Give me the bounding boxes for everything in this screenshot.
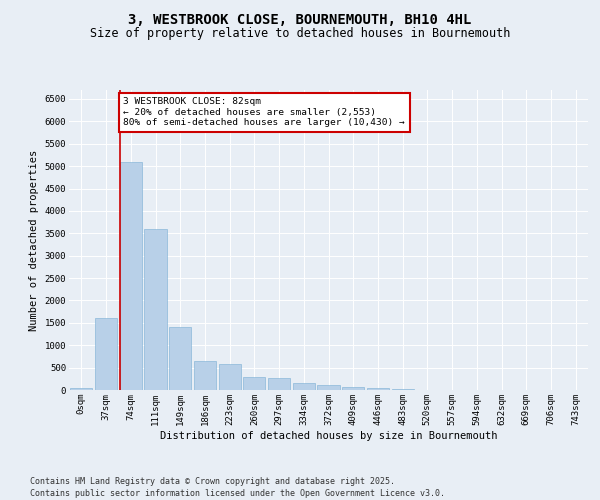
Bar: [70, 388, 92, 390]
Bar: [317, 385, 340, 390]
Bar: [268, 378, 290, 390]
Bar: [145, 229, 167, 390]
Text: 3 WESTBROOK CLOSE: 82sqm
← 20% of detached houses are smaller (2,553)
80% of sem: 3 WESTBROOK CLOSE: 82sqm ← 20% of detach…: [124, 98, 405, 128]
Text: 3, WESTBROOK CLOSE, BOURNEMOUTH, BH10 4HL: 3, WESTBROOK CLOSE, BOURNEMOUTH, BH10 4H…: [128, 12, 472, 26]
Bar: [342, 386, 364, 390]
Bar: [367, 388, 389, 390]
Bar: [218, 364, 241, 390]
Text: Size of property relative to detached houses in Bournemouth: Size of property relative to detached ho…: [90, 28, 510, 40]
Bar: [119, 162, 142, 390]
Text: Contains HM Land Registry data © Crown copyright and database right 2025.: Contains HM Land Registry data © Crown c…: [30, 477, 395, 486]
Bar: [293, 383, 315, 390]
X-axis label: Distribution of detached houses by size in Bournemouth: Distribution of detached houses by size …: [160, 430, 497, 440]
Bar: [95, 318, 117, 390]
Bar: [392, 389, 414, 390]
Bar: [194, 361, 216, 390]
Y-axis label: Number of detached properties: Number of detached properties: [29, 150, 39, 330]
Text: Contains public sector information licensed under the Open Government Licence v3: Contains public sector information licen…: [30, 488, 445, 498]
Bar: [243, 376, 265, 390]
Bar: [169, 328, 191, 390]
